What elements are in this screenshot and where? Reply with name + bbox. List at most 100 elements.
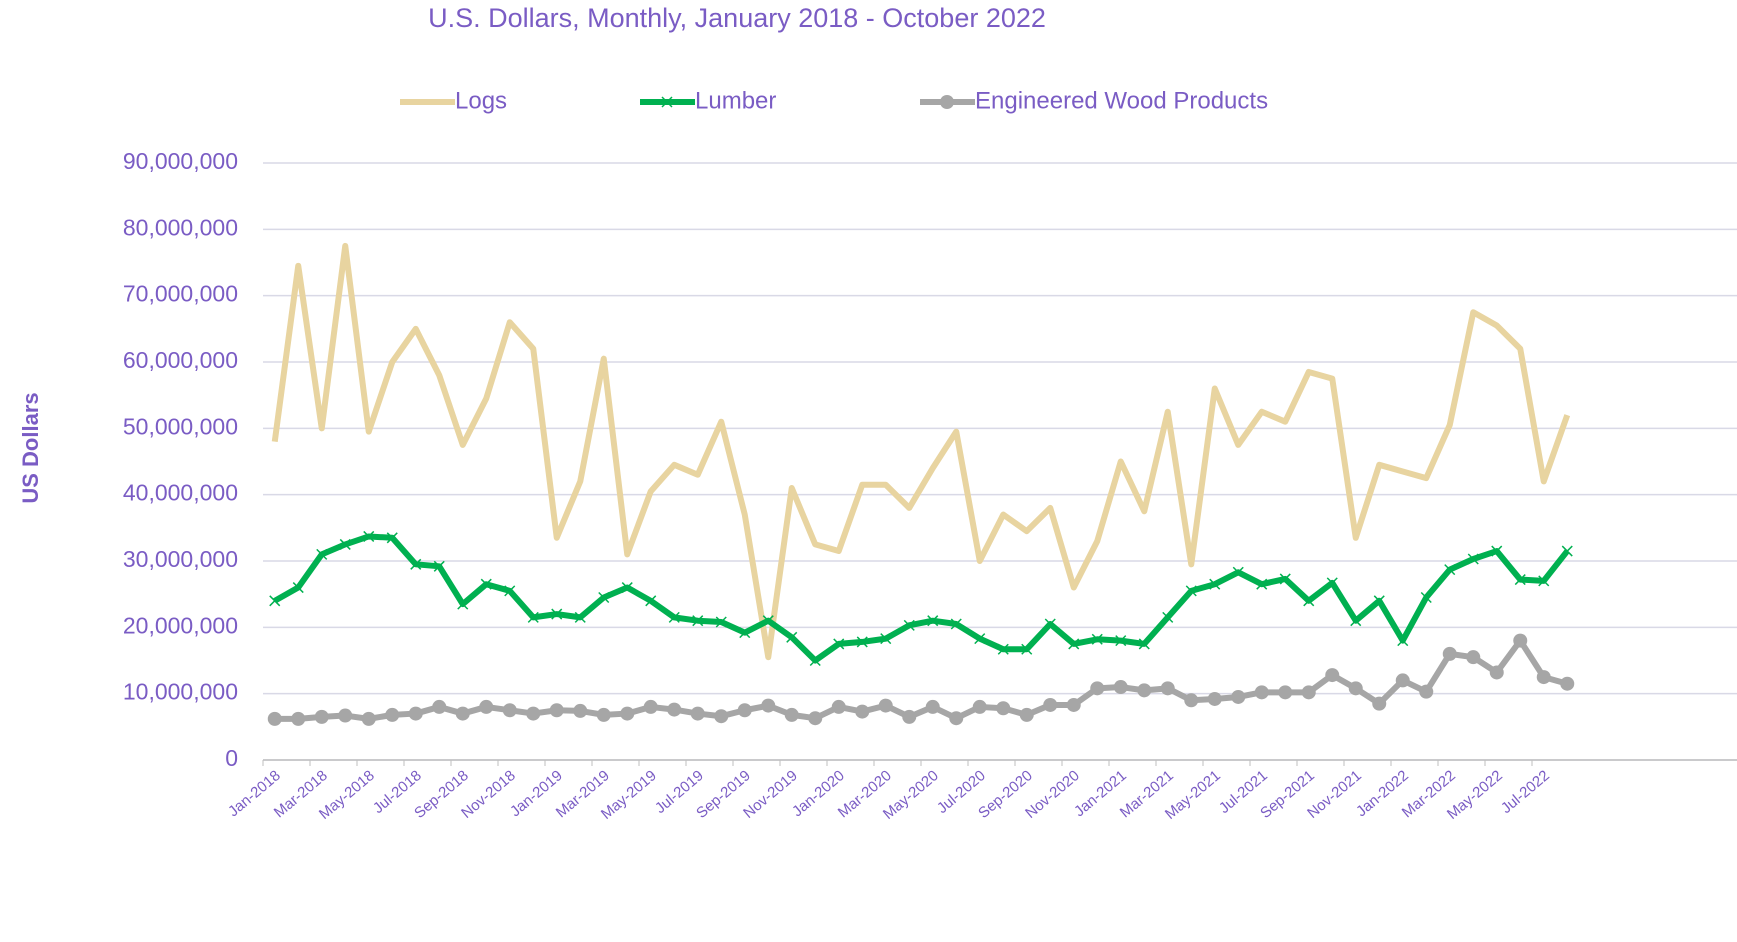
point (997, 643, 1009, 655)
point (621, 582, 633, 594)
point (1184, 693, 1199, 708)
point (1538, 575, 1550, 587)
point (1395, 673, 1410, 688)
point (974, 633, 986, 645)
point (831, 699, 846, 714)
point (1185, 585, 1197, 597)
point (316, 548, 328, 560)
point (996, 701, 1011, 716)
point (314, 709, 329, 724)
point (479, 699, 494, 714)
point (1209, 578, 1221, 590)
point (1091, 633, 1103, 645)
point (784, 707, 799, 722)
point (1279, 573, 1291, 585)
y-tick-label: 70,000,000 (123, 281, 238, 307)
y-tick-label: 90,000,000 (123, 148, 238, 174)
y-tick-label: 40,000,000 (123, 480, 238, 506)
legend-label: Lumber (695, 87, 776, 114)
legend-marker (661, 96, 673, 108)
point (1560, 676, 1575, 691)
point (408, 706, 423, 721)
point (737, 703, 752, 718)
point (1043, 697, 1058, 712)
point (925, 699, 940, 714)
point (645, 595, 657, 607)
point (1325, 668, 1340, 683)
point (1254, 685, 1269, 700)
point (339, 538, 351, 550)
point (972, 699, 987, 714)
point (643, 699, 658, 714)
point (1513, 633, 1528, 648)
point (1467, 553, 1479, 565)
point (927, 615, 939, 627)
point (690, 706, 705, 721)
point (1561, 545, 1573, 557)
y-tick-label: 0 (225, 745, 238, 771)
point (1350, 615, 1362, 627)
point (1536, 670, 1551, 685)
point (809, 654, 821, 667)
point (668, 611, 680, 623)
point (267, 711, 282, 726)
point (527, 611, 539, 623)
point (667, 702, 682, 717)
series-line (273, 533, 1570, 664)
point (1301, 685, 1316, 700)
point (1066, 697, 1081, 712)
point (1466, 650, 1481, 665)
legend-label: Engineered Wood Products (975, 87, 1268, 114)
point (1326, 577, 1338, 589)
point (410, 558, 422, 570)
point (432, 699, 447, 714)
point (855, 704, 870, 719)
point (1489, 665, 1504, 680)
point (808, 711, 823, 726)
point (433, 560, 445, 572)
point (574, 611, 586, 623)
point (856, 636, 868, 648)
x-tick-label: Jul-2022 (1498, 767, 1553, 817)
point (715, 616, 727, 628)
point (714, 709, 729, 724)
y-tick-label: 20,000,000 (123, 612, 238, 638)
point (385, 707, 400, 722)
point (762, 615, 774, 627)
point (480, 578, 492, 590)
point (573, 703, 588, 718)
point (786, 631, 798, 643)
point (1019, 707, 1034, 722)
point (1372, 696, 1387, 711)
point (692, 615, 704, 627)
point (338, 708, 353, 723)
y-tick-label: 60,000,000 (123, 347, 238, 373)
point (292, 582, 304, 594)
point (1162, 611, 1174, 623)
point (902, 709, 917, 724)
point (1256, 578, 1268, 590)
point (1348, 681, 1363, 696)
point (1491, 545, 1503, 557)
point (1137, 683, 1152, 698)
point (1442, 646, 1457, 661)
chart-subtitle: U.S. Dollars, Monthly, January 2018 - Oc… (428, 3, 1046, 33)
point (1373, 595, 1385, 607)
series-line (271, 242, 1571, 661)
point (833, 638, 845, 650)
point (1397, 635, 1409, 647)
point (549, 703, 564, 718)
point (1303, 595, 1315, 607)
point (1044, 618, 1056, 630)
point (291, 711, 306, 726)
point (1113, 680, 1128, 695)
point (1207, 691, 1222, 706)
point (761, 698, 776, 713)
point (1068, 638, 1080, 650)
point (1231, 689, 1246, 704)
point (878, 698, 893, 713)
point (1021, 643, 1033, 655)
y-axis-label: US Dollars (18, 392, 43, 503)
point (1232, 566, 1244, 578)
